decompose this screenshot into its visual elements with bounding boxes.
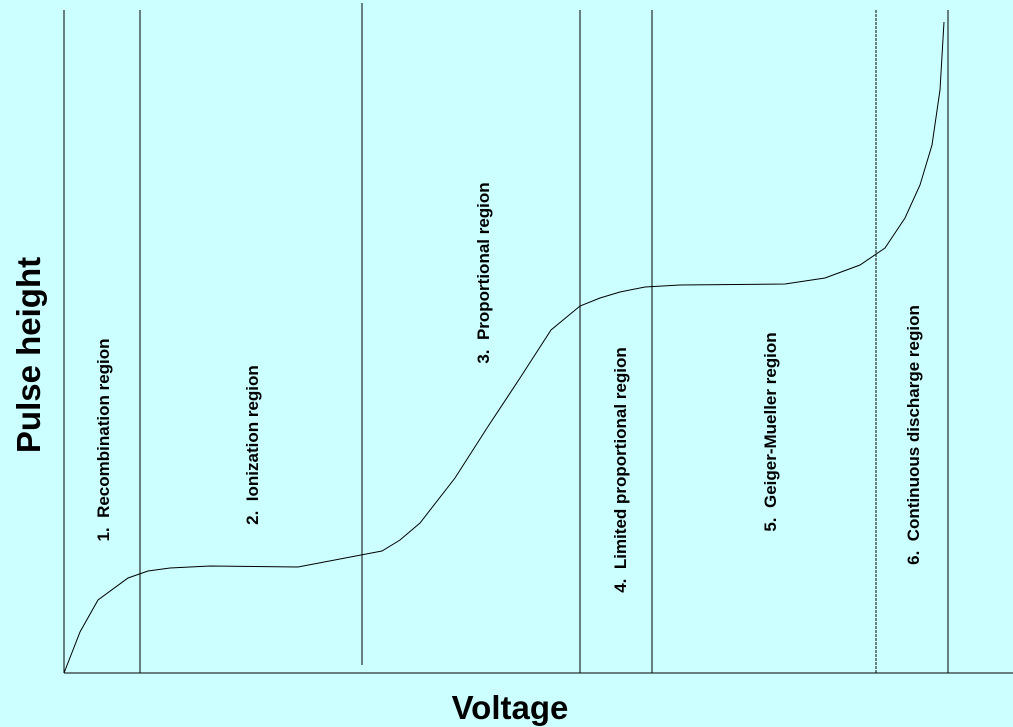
pulse-height-curve [63, 21, 945, 674]
region-label: 5. Geiger-Mueller region [761, 332, 780, 531]
y-axis-label: Pulse height [10, 257, 47, 453]
region-label: 2. Ionization region [243, 365, 262, 525]
region-label: 3. Proportional region [474, 182, 493, 363]
region-label: 1. Recombination region [94, 338, 113, 541]
region-label: 4. Limited proportional region [611, 347, 630, 593]
x-axis-label: Voltage [452, 689, 569, 726]
region-label: 6. Continuous discharge region [904, 305, 923, 565]
